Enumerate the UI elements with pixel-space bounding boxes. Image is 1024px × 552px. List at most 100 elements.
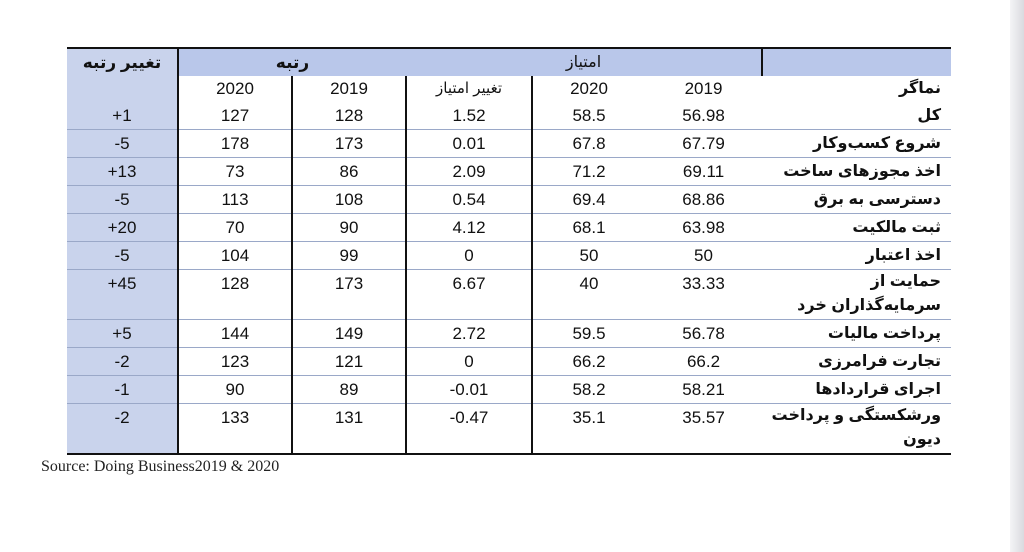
score-2020-cell: 58.2 xyxy=(532,376,645,404)
rank-2019-cell: 99 xyxy=(292,242,406,270)
score-change-cell: 4.12 xyxy=(406,214,532,242)
indicator-cell: اخذ مجوزهای ساخت xyxy=(762,158,951,186)
indicator-header-top xyxy=(762,48,951,76)
score-2019-cell: 67.79 xyxy=(645,130,762,158)
table-row: -5 113 108 0.54 69.4 68.86 دسترسی به برق xyxy=(67,186,951,214)
rank-2020-cell: 123 xyxy=(178,348,292,376)
score-2019-cell: 68.86 xyxy=(645,186,762,214)
rank-change-cell: -5 xyxy=(67,130,178,158)
rank-change-cell: +13 xyxy=(67,158,178,186)
indicator-cell: پرداخت مالیات xyxy=(762,320,951,348)
score-2019-cell: 35.57 xyxy=(645,404,762,455)
rank-change-header: تغییر رتبه xyxy=(67,48,178,76)
score-change-cell: 1.52 xyxy=(406,102,532,130)
score-2019-cell: 56.78 xyxy=(645,320,762,348)
table-row: +13 73 86 2.09 71.2 69.11 اخذ مجوزهای ساخت xyxy=(67,158,951,186)
score-2020-cell: 58.5 xyxy=(532,102,645,130)
indicator-cell: شروع کسب‌وکار xyxy=(762,130,951,158)
rank-2020-cell: 73 xyxy=(178,158,292,186)
rank-2019-cell: 131 xyxy=(292,404,406,455)
rank-change-cell: +5 xyxy=(67,320,178,348)
rank-2020-cell: 104 xyxy=(178,242,292,270)
rank-change-cell: -2 xyxy=(67,348,178,376)
score-2020-cell: 40 xyxy=(532,270,645,320)
rank-change-cell: -2 xyxy=(67,404,178,455)
score-2019-cell: 50 xyxy=(645,242,762,270)
rank-2019-cell: 108 xyxy=(292,186,406,214)
rank-change-cell: +45 xyxy=(67,270,178,320)
score-change-cell: 2.72 xyxy=(406,320,532,348)
rank-change-cell: -5 xyxy=(67,186,178,214)
score-2020-cell: 69.4 xyxy=(532,186,645,214)
score-change-cell: 0 xyxy=(406,242,532,270)
rank-2020-cell: 113 xyxy=(178,186,292,214)
score-2020-cell: 66.2 xyxy=(532,348,645,376)
rank-2019-cell: 90 xyxy=(292,214,406,242)
table-row: -5 104 99 0 50 50 اخذ اعتبار xyxy=(67,242,951,270)
rank-change-cell: +20 xyxy=(67,214,178,242)
score-2019-header: 2019 xyxy=(645,76,762,102)
page-edge-shadow xyxy=(1010,0,1024,552)
rank-2019-cell: 173 xyxy=(292,130,406,158)
score-2020-cell: 59.5 xyxy=(532,320,645,348)
rank-2020-cell: 144 xyxy=(178,320,292,348)
score-2019-cell: 56.98 xyxy=(645,102,762,130)
table-row: +1 127 128 1.52 58.5 56.98 کل xyxy=(67,102,951,130)
score-change-cell: -0.47 xyxy=(406,404,532,455)
doing-business-table: تغییر رتبه رتبه امتیاز 2020 2019 تغییر ا… xyxy=(67,47,951,455)
rank-2020-cell: 70 xyxy=(178,214,292,242)
score-change-cell: 0.54 xyxy=(406,186,532,214)
rank-2020-cell: 90 xyxy=(178,376,292,404)
rank-2019-cell: 86 xyxy=(292,158,406,186)
rank-change-cell: +1 xyxy=(67,102,178,130)
rank-change-cell: -5 xyxy=(67,242,178,270)
score-2019-cell: 33.33 xyxy=(645,270,762,320)
table-row: +20 70 90 4.12 68.1 63.98 ثبت مالکیت xyxy=(67,214,951,242)
rank-2019-cell: 128 xyxy=(292,102,406,130)
rank-2019-cell: 121 xyxy=(292,348,406,376)
indicator-cell: اجرای قراردادها xyxy=(762,376,951,404)
score-2020-header: 2020 xyxy=(532,76,645,102)
rank-change-cell: -1 xyxy=(67,376,178,404)
score-change-cell: 0 xyxy=(406,348,532,376)
table-row: -5 178 173 0.01 67.8 67.79 شروع کسب‌وکار xyxy=(67,130,951,158)
score-2019-cell: 69.11 xyxy=(645,158,762,186)
score-change-cell: -0.01 xyxy=(406,376,532,404)
score-2020-cell: 68.1 xyxy=(532,214,645,242)
score-2019-cell: 58.21 xyxy=(645,376,762,404)
table-row: -2 133 131 -0.47 35.1 35.57 ورشکستگی و پرداخت … xyxy=(67,404,951,455)
rank-2019-header: 2019 xyxy=(292,76,406,102)
indicator-header: نماگر xyxy=(762,76,951,102)
table-row: -2 123 121 0 66.2 66.2 تجارت فرامرزی xyxy=(67,348,951,376)
score-2019-cell: 66.2 xyxy=(645,348,762,376)
indicator-cell: تجارت فرامرزی xyxy=(762,348,951,376)
score-2020-cell: 67.8 xyxy=(532,130,645,158)
table-row: -1 90 89 -0.01 58.2 58.21 اجرای قراردادها xyxy=(67,376,951,404)
indicator-cell: ثبت مالکیت xyxy=(762,214,951,242)
score-2020-cell: 71.2 xyxy=(532,158,645,186)
rank-header: رتبه xyxy=(178,48,406,76)
rank-change-subheader xyxy=(67,76,178,102)
rank-2020-header: 2020 xyxy=(178,76,292,102)
rank-2019-cell: 89 xyxy=(292,376,406,404)
indicator-cell: دسترسی به برق xyxy=(762,186,951,214)
indicator-cell: حمایت از سرمایه‌گذاران خرد xyxy=(762,270,951,320)
source-note: Source: Doing Business2019 & 2020 xyxy=(41,458,279,476)
score-change-cell: 6.67 xyxy=(406,270,532,320)
score-2020-cell: 50 xyxy=(532,242,645,270)
score-change-cell: 2.09 xyxy=(406,158,532,186)
table-row: +5 144 149 2.72 59.5 56.78 پرداخت مالیات xyxy=(67,320,951,348)
indicator-cell: ورشکستگی و پرداخت دیون xyxy=(762,404,951,455)
score-2020-cell: 35.1 xyxy=(532,404,645,455)
rank-2019-cell: 149 xyxy=(292,320,406,348)
score-change-header: تغییر امتیاز xyxy=(406,76,532,102)
rank-2020-cell: 128 xyxy=(178,270,292,320)
indicator-cell: کل xyxy=(762,102,951,130)
score-2019-cell: 63.98 xyxy=(645,214,762,242)
table-row: +45 128 173 6.67 40 33.33 حمایت از سرمایه‌گذار… xyxy=(67,270,951,320)
rank-2020-cell: 178 xyxy=(178,130,292,158)
rank-2020-cell: 127 xyxy=(178,102,292,130)
score-change-cell: 0.01 xyxy=(406,130,532,158)
indicator-cell: اخذ اعتبار xyxy=(762,242,951,270)
rank-2020-cell: 133 xyxy=(178,404,292,455)
